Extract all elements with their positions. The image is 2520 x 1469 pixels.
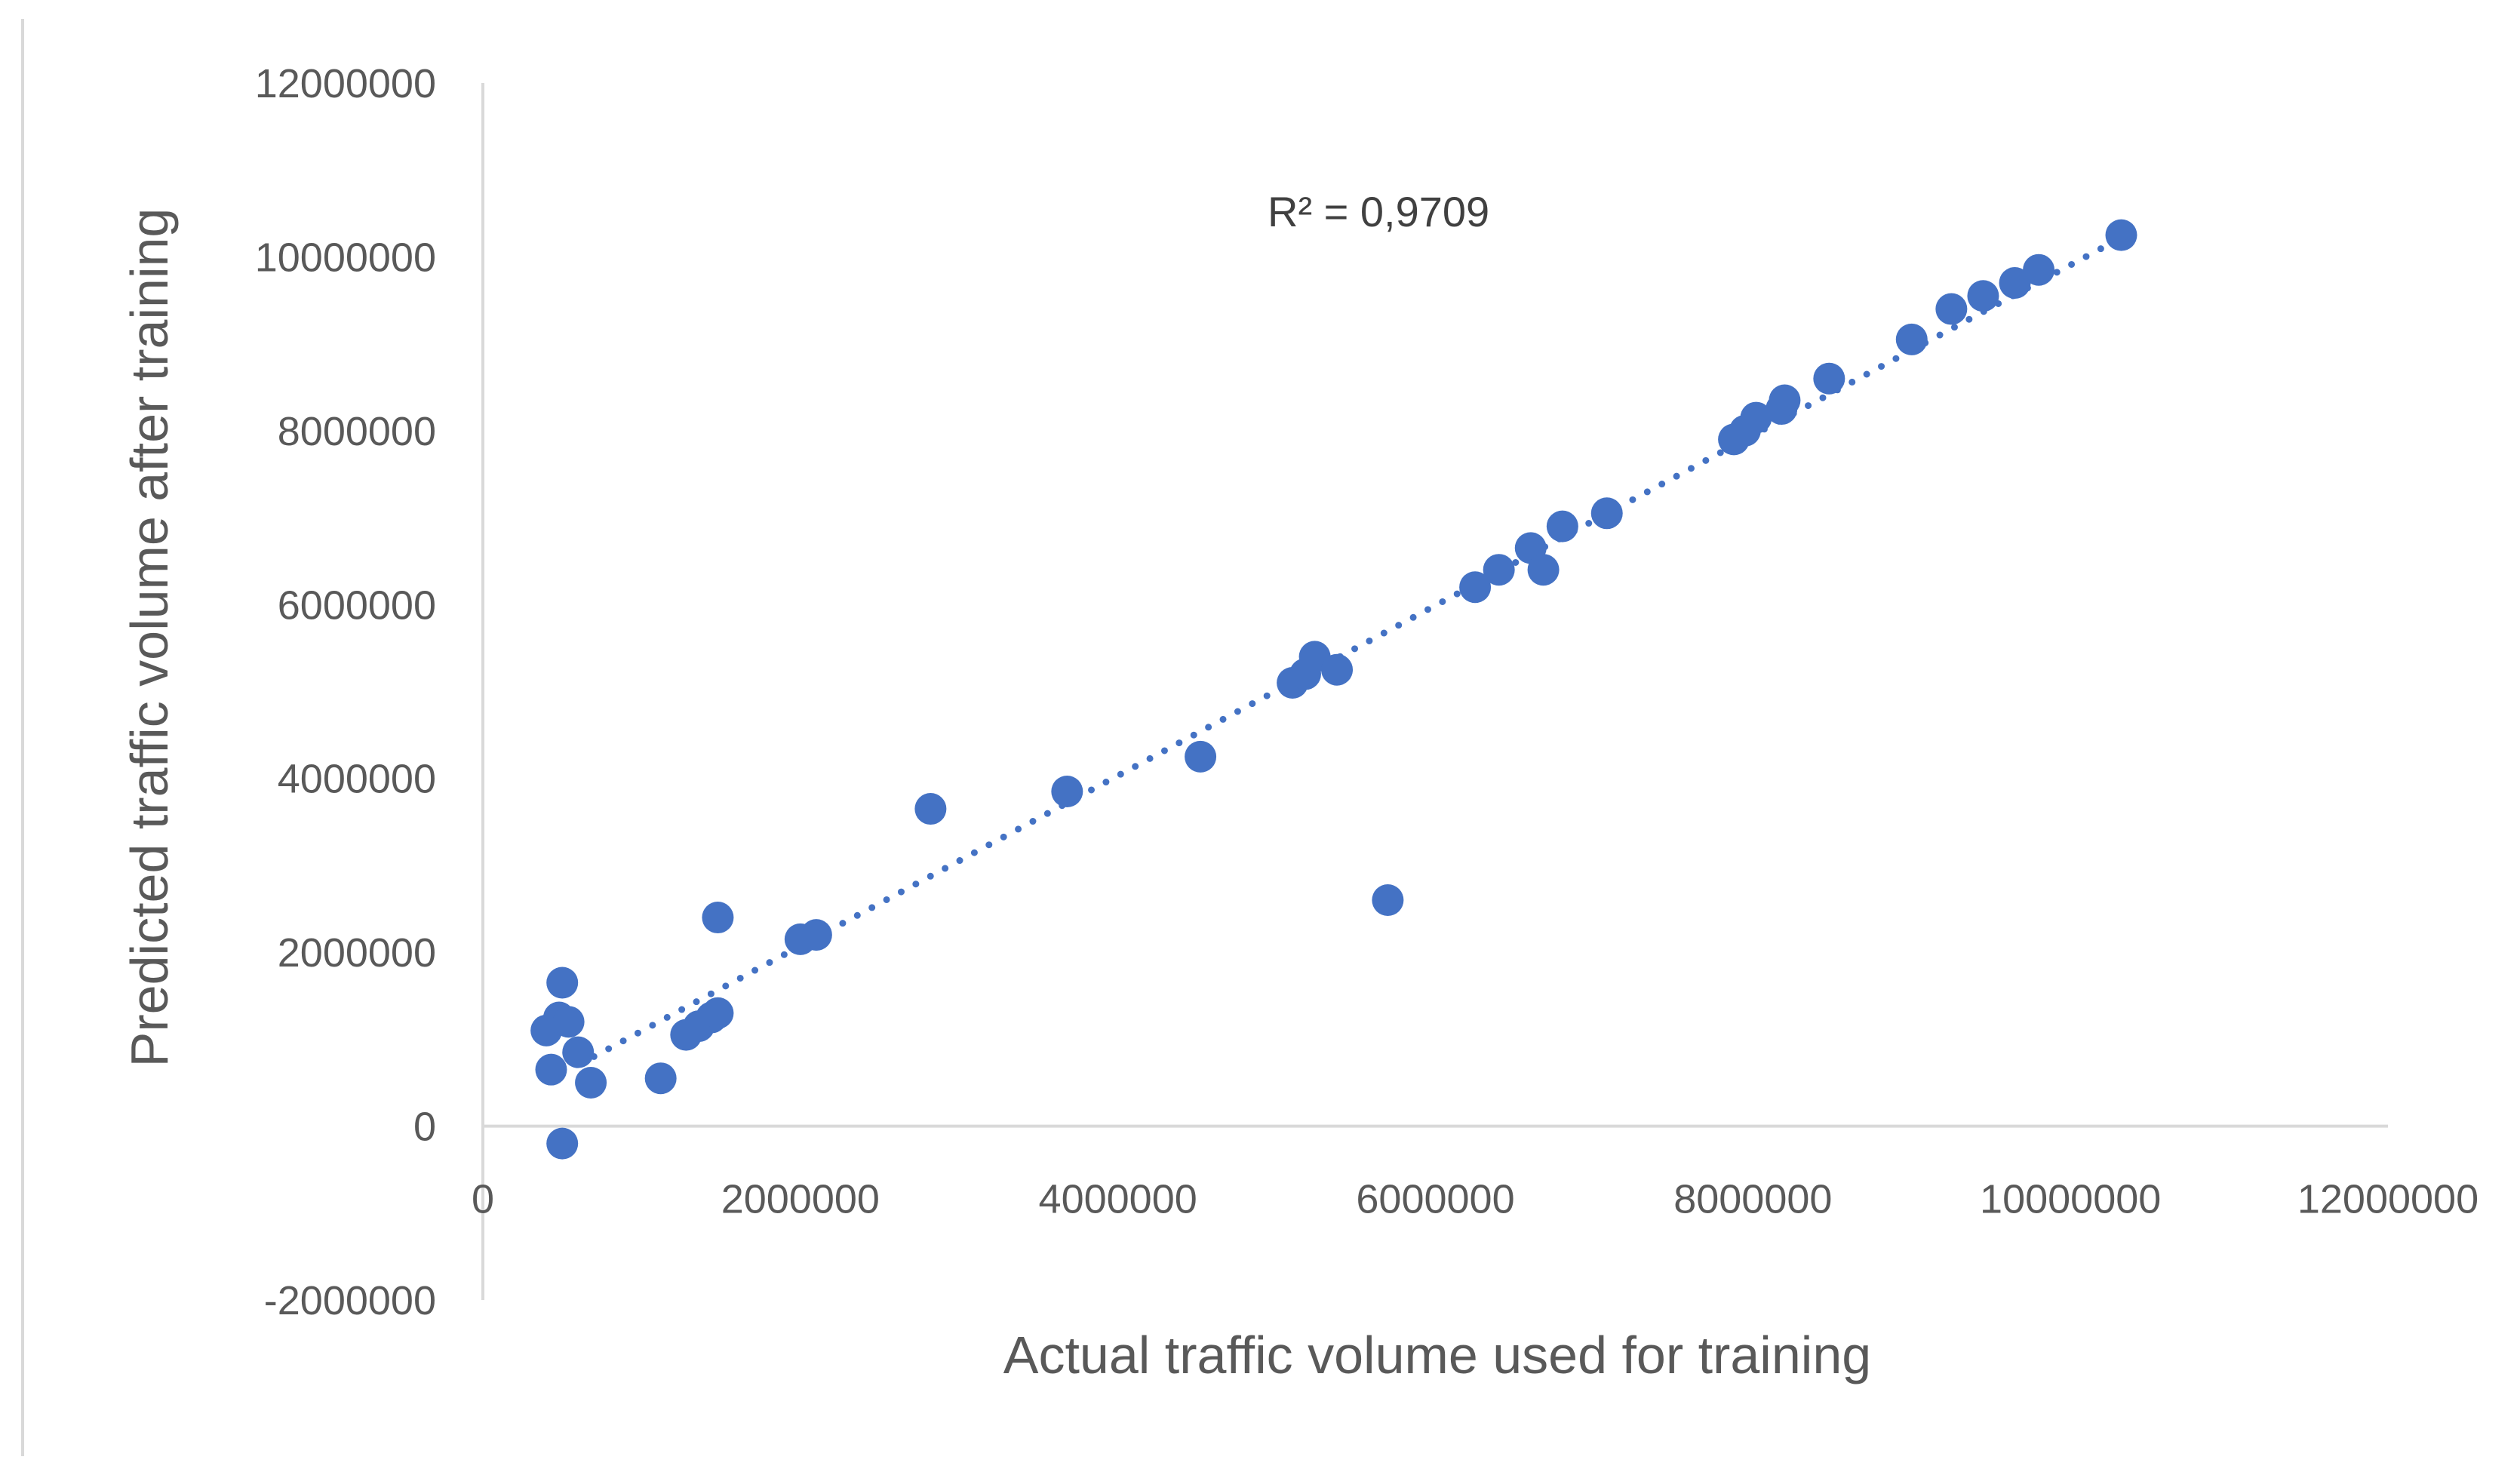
data-point bbox=[1813, 362, 1845, 395]
data-point bbox=[1740, 401, 1772, 434]
trendline bbox=[590, 235, 2122, 1060]
x-tick-label: 6000000 bbox=[1356, 1177, 1514, 1222]
data-point bbox=[546, 967, 579, 999]
data-point bbox=[1935, 293, 1968, 325]
x-tick-label: 8000000 bbox=[1673, 1177, 1832, 1222]
x-tick-label: 2000000 bbox=[721, 1177, 880, 1222]
data-point bbox=[800, 919, 832, 951]
data-point bbox=[2023, 254, 2055, 286]
data-point bbox=[914, 793, 947, 825]
data-point bbox=[702, 902, 734, 934]
y-tick-label: 10000000 bbox=[255, 235, 436, 280]
data-point bbox=[1999, 266, 2031, 299]
data-point bbox=[2105, 219, 2137, 251]
data-point bbox=[1483, 554, 1515, 586]
data-point bbox=[1051, 775, 1083, 807]
data-point bbox=[1527, 554, 1560, 586]
data-point bbox=[644, 1062, 677, 1095]
data-point bbox=[546, 1127, 579, 1160]
data-point bbox=[1590, 497, 1623, 530]
y-tick-label: 8000000 bbox=[278, 409, 436, 454]
data-point bbox=[702, 997, 734, 1029]
data-point bbox=[1372, 884, 1404, 917]
points-group bbox=[530, 219, 2137, 1160]
data-point bbox=[1185, 740, 1217, 773]
data-point bbox=[1546, 510, 1578, 542]
r-squared-annotation: R² = 0,9709 bbox=[1268, 188, 1489, 235]
data-point bbox=[552, 1006, 585, 1038]
x-tick-label: 4000000 bbox=[1039, 1177, 1197, 1222]
y-tick-label: 2000000 bbox=[278, 930, 436, 976]
data-point bbox=[535, 1053, 567, 1086]
data-point bbox=[1459, 571, 1492, 604]
y-tick-label: 12000000 bbox=[255, 61, 436, 106]
y-tick-label: -2000000 bbox=[264, 1278, 436, 1323]
x-axis-title: Actual traffic volume used for training bbox=[1003, 1326, 1871, 1384]
data-point bbox=[562, 1036, 595, 1068]
labels-group: Actual traffic volume used for training … bbox=[120, 188, 1871, 1384]
data-point bbox=[575, 1066, 607, 1099]
y-axis-title: Predicted traffic volume after training bbox=[120, 208, 179, 1068]
trendline-group bbox=[590, 235, 2122, 1060]
y-tick-label: 4000000 bbox=[278, 757, 436, 802]
y-tick-label: 6000000 bbox=[278, 582, 436, 628]
data-point bbox=[1967, 280, 1999, 312]
x-tick-label: 0 bbox=[472, 1177, 494, 1222]
axes-group: 0 2000000 4000000 6000000 8000000 10000000 120… bbox=[255, 61, 2479, 1323]
data-point bbox=[1321, 653, 1354, 686]
x-tick-label: 12000000 bbox=[2297, 1177, 2479, 1222]
x-tick-label: 10000000 bbox=[1980, 1177, 2161, 1222]
data-point bbox=[1769, 384, 1801, 416]
y-tick-label: 0 bbox=[413, 1105, 436, 1150]
data-point bbox=[1895, 323, 1928, 355]
